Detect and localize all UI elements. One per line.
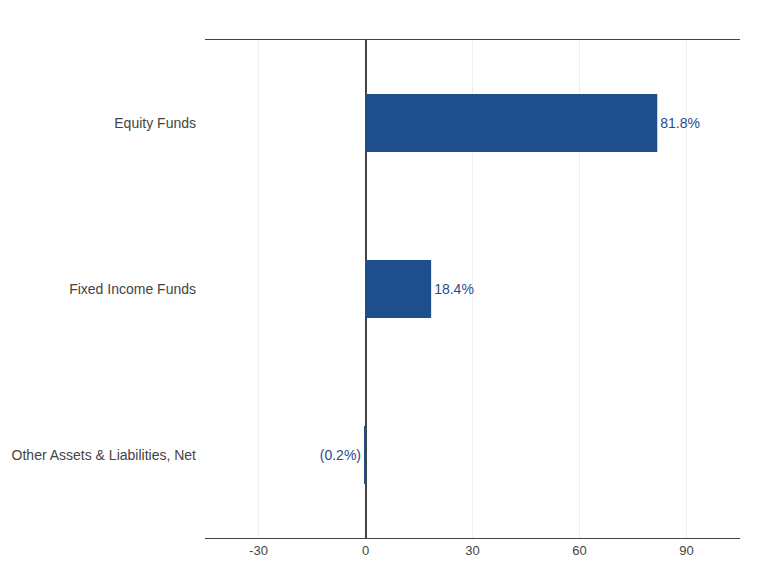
- svg-text:Equity Funds: Equity Funds: [114, 115, 196, 131]
- svg-text:(0.2%): (0.2%): [320, 447, 361, 463]
- svg-text:Fixed Income Funds: Fixed Income Funds: [69, 281, 196, 297]
- svg-text:30: 30: [465, 543, 479, 558]
- svg-text:81.8%: 81.8%: [660, 115, 700, 131]
- svg-text:-30: -30: [249, 543, 268, 558]
- svg-text:Other Assets & Liabilities, Ne: Other Assets & Liabilities, Net: [12, 447, 197, 463]
- svg-text:0: 0: [362, 543, 369, 558]
- svg-text:90: 90: [679, 543, 693, 558]
- svg-text:60: 60: [572, 543, 586, 558]
- svg-text:18.4%: 18.4%: [434, 281, 474, 297]
